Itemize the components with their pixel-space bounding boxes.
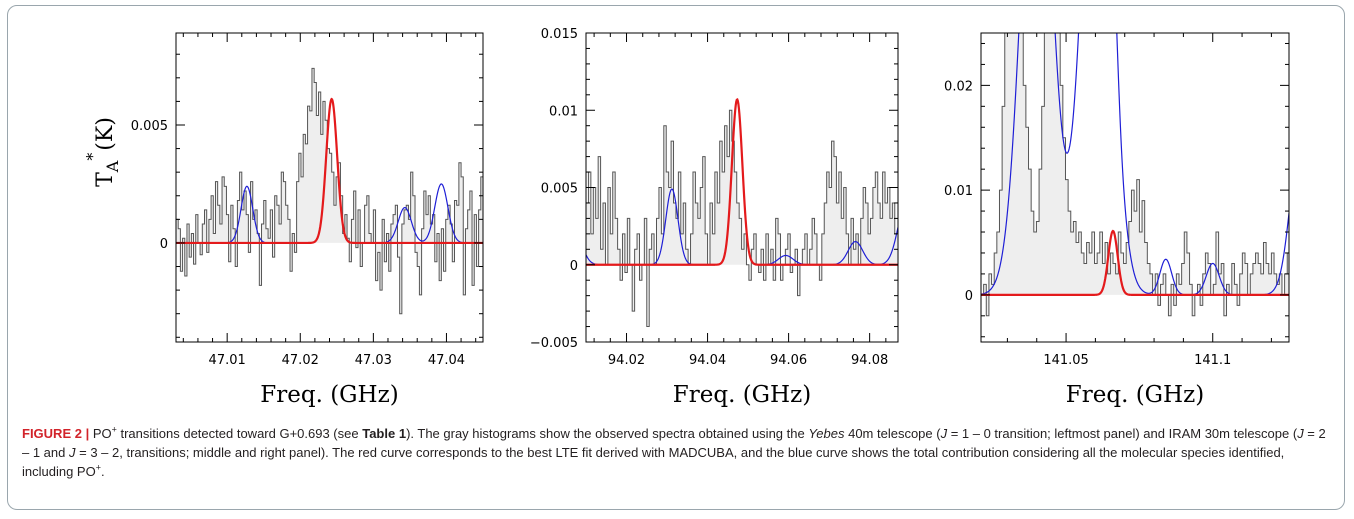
- panel-2: 94.02 94.04 94.06 94.08 −0.005 0 0.005 0.01 0.01…: [530, 27, 899, 408]
- plot-frame: [980, 32, 1290, 343]
- lte-fit-curve: [586, 98, 898, 266]
- plot-area: [981, 33, 1289, 317]
- x-tick-label: 94.08: [851, 353, 888, 368]
- plot-area: [586, 98, 898, 328]
- lte-fit-curve: [981, 229, 1289, 296]
- y-tick-label: 0.005: [541, 182, 578, 197]
- observed-fill: [981, 33, 1289, 316]
- y-tick-label: 0: [160, 237, 168, 252]
- y-tick-label: 0.015: [541, 27, 578, 42]
- observed-histogram: [586, 109, 898, 328]
- x-axis-label: Freq. (GHz): [1066, 382, 1204, 408]
- y-tick-label: 0: [570, 259, 578, 274]
- y-tick-label: 0.005: [131, 119, 168, 134]
- x-tick-label: 141.05: [1043, 353, 1089, 368]
- ticks: [176, 33, 483, 342]
- table-reference: Table 1: [362, 426, 407, 441]
- plot-area: [176, 67, 483, 315]
- panel-1: 47.01 47.02 47.03 47.04 0 0.005 Freq. (GHz): [131, 32, 484, 408]
- x-tick-label: 94.06: [770, 353, 807, 368]
- ticks: [586, 32, 898, 343]
- x-tick-label: 94.04: [689, 353, 726, 368]
- x-tick-label: 47.01: [209, 353, 246, 368]
- x-axis-label: Freq. (GHz): [260, 382, 398, 408]
- y-tick-label: 0.01: [944, 184, 973, 199]
- panel-3: 141.05 141.1 0 0.01 0.02 Freq. (GHz): [944, 32, 1290, 408]
- x-tick-label: 94.02: [608, 353, 645, 368]
- x-tick-label: 47.03: [355, 353, 392, 368]
- observed-fill: [176, 68, 483, 314]
- y-tick-label: 0.02: [944, 79, 973, 94]
- x-axis-label: Freq. (GHz): [673, 382, 811, 408]
- x-tick-label: 47.02: [282, 353, 319, 368]
- caption-label: FIGURE 2 |: [22, 426, 90, 441]
- figure-caption: FIGURE 2 | PO+ transitions detected towa…: [22, 424, 1326, 479]
- y-tick-label: −0.005: [530, 336, 578, 351]
- lte-fit-curve: [176, 97, 483, 245]
- observed-histogram: [981, 33, 1289, 317]
- y-axis-title: TA*(K): [83, 117, 122, 187]
- ticks: [981, 33, 1289, 342]
- y-tick-label: 0.01: [549, 104, 578, 119]
- x-tick-label: 141.1: [1194, 353, 1231, 368]
- y-tick-label: 0: [965, 289, 973, 304]
- x-tick-label: 47.04: [428, 353, 465, 368]
